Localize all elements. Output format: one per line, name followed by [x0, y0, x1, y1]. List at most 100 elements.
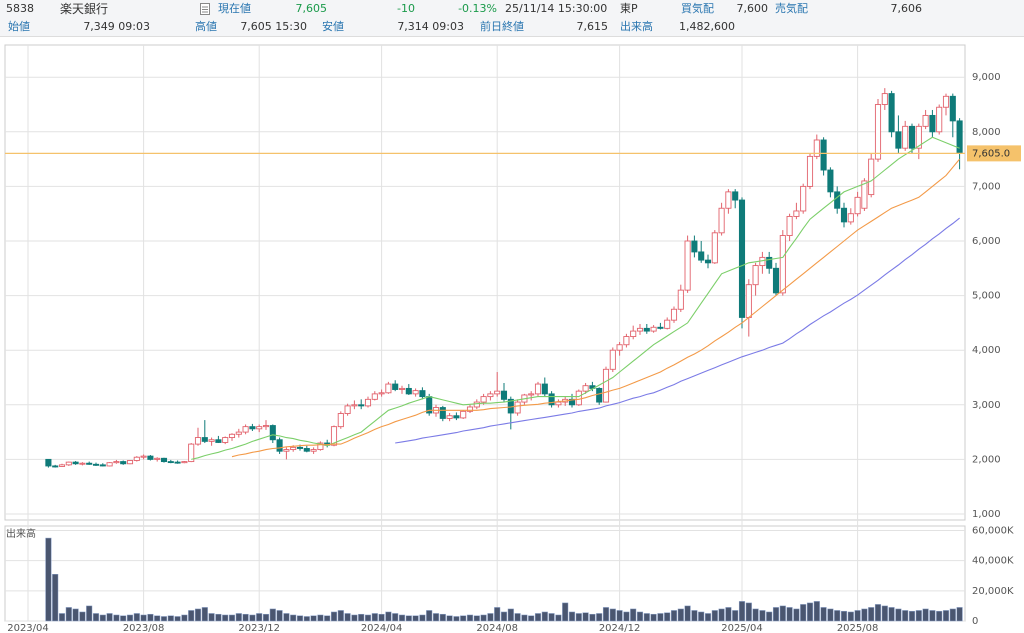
candle-body: [854, 196, 861, 215]
candle-body: [188, 443, 195, 463]
candle-body: [500, 390, 508, 400]
candle-body: [908, 125, 916, 149]
candle-body: [473, 401, 480, 408]
candle-body: [385, 383, 392, 394]
y-tick-label: 1,000: [972, 509, 1001, 520]
volume-bar: [602, 607, 610, 622]
candle-body: [766, 256, 773, 269]
volume-panel: [4, 525, 966, 622]
candle-body: [167, 461, 174, 464]
volume-bar: [806, 602, 814, 622]
volume-bar: [596, 613, 603, 622]
candle-body: [45, 458, 52, 467]
volume-bar: [269, 608, 276, 622]
volume-bar: [228, 614, 236, 622]
candle-body: [86, 462, 93, 465]
volume-bar: [888, 607, 895, 622]
volume-bar: [412, 615, 419, 622]
candle-body: [126, 460, 134, 465]
volume: 1,482,600: [679, 20, 735, 33]
candle-body: [466, 406, 474, 412]
change-pct: -0.13%: [458, 2, 497, 15]
volume-bar: [351, 614, 358, 622]
candle-body: [79, 462, 86, 465]
header-row: 5838 楽天銀行 現在値 7,605 -10 -0.13% 25/11/14 …: [0, 0, 1024, 18]
volume-bar: [541, 611, 548, 622]
y-tick-label: 60,000K: [972, 526, 1014, 537]
candle-body: [691, 240, 698, 253]
x-tick-label: 2025/04: [721, 623, 763, 633]
candle-body: [58, 464, 66, 467]
candle-body: [684, 240, 691, 291]
candle-body: [160, 457, 168, 463]
volume-bar: [174, 616, 181, 622]
candle-body: [582, 385, 589, 392]
volume-bar: [439, 613, 446, 622]
candle-body: [222, 437, 229, 443]
volume-bar: [725, 607, 732, 622]
candle-body: [806, 155, 814, 187]
volume-bar: [181, 614, 188, 622]
header-row: 始値 7,349 09:03 高値 7,605 15:30 安値 7,314 0…: [0, 18, 1024, 37]
low-label: 安値: [322, 20, 344, 33]
candle-body: [405, 387, 412, 395]
volume-bar: [133, 613, 140, 622]
volume-bar: [684, 605, 691, 622]
candle-body: [194, 437, 202, 445]
volume-bar: [208, 613, 215, 622]
x-tick-label: 2023/08: [123, 623, 165, 633]
candle-body: [133, 456, 140, 461]
y-tick-label: 20,000K: [972, 586, 1014, 597]
candle-body: [732, 191, 739, 201]
volume-bar: [72, 608, 79, 622]
doc-icon[interactable]: [200, 3, 210, 15]
volume-bar: [453, 616, 460, 622]
volume-bar: [650, 613, 657, 622]
volume-bar: [324, 615, 331, 622]
volume-bar: [711, 610, 718, 622]
last-price-box: [967, 145, 1021, 162]
volume-bar: [154, 615, 161, 622]
volume-bar: [718, 608, 725, 622]
candle-body: [596, 387, 603, 403]
candle-body: [902, 125, 909, 149]
volume-bar: [745, 602, 752, 622]
volume-bar: [936, 610, 943, 622]
candle-body: [847, 213, 854, 223]
candle-body: [548, 393, 555, 406]
candle-body: [575, 390, 582, 406]
candle-body: [242, 426, 249, 433]
candle-body: [657, 326, 664, 329]
candle-body: [52, 465, 59, 468]
candle-body: [460, 410, 467, 419]
volume-bar: [575, 613, 582, 622]
candle-body: [249, 426, 256, 430]
candle-body: [868, 158, 875, 196]
volume-bar: [616, 610, 623, 622]
last-price-label: 7,605.0: [972, 148, 1010, 159]
volume-bar: [623, 611, 630, 622]
volume-bar: [160, 616, 168, 622]
volume-bar: [276, 610, 283, 622]
candle-body: [827, 169, 834, 193]
price-label: 現在値: [218, 2, 251, 15]
volume-bar: [664, 612, 671, 622]
panel-title: 出来高: [6, 527, 36, 540]
open-label: 始値: [8, 20, 30, 33]
candle-body: [541, 383, 548, 395]
volume-bar: [568, 611, 576, 622]
price-panel: [4, 44, 966, 521]
volume-bar: [881, 605, 888, 622]
candle-body: [602, 368, 610, 403]
candle-body: [310, 449, 317, 452]
candle-body: [650, 326, 657, 332]
volume-bar: [405, 615, 412, 622]
volume-bar: [120, 615, 127, 622]
candle-body: [344, 405, 351, 414]
volume-bar: [534, 613, 542, 622]
x-tick-label: 2023/12: [238, 623, 280, 633]
volume-bar: [86, 605, 93, 622]
volume-bar: [786, 607, 793, 622]
y-tick-label: 6,000: [972, 236, 1001, 247]
candle-body: [201, 437, 208, 442]
